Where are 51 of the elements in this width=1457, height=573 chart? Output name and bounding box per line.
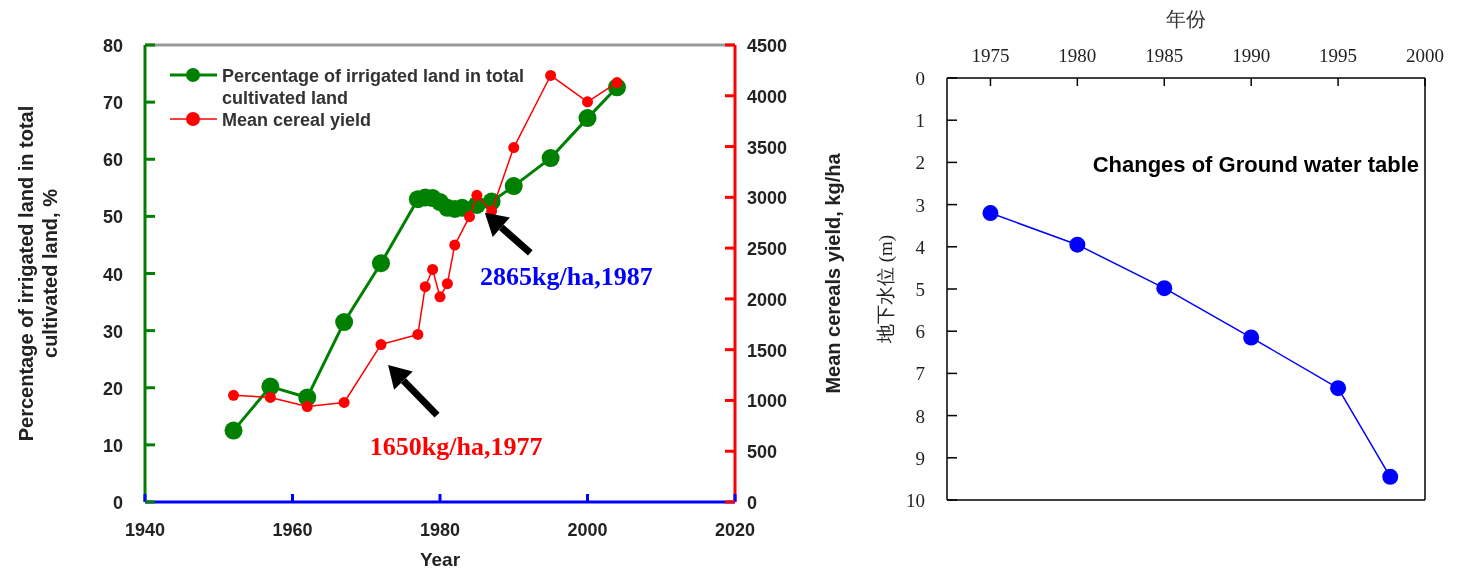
x-tick-label: 1990 <box>1232 45 1271 66</box>
y2-tick-label: 4500 <box>747 36 788 56</box>
y2-tick-label: 4000 <box>747 86 788 107</box>
y-tick-label: 10 <box>102 435 123 456</box>
y-tick-label: 7 <box>915 363 925 385</box>
x-tick-label: 1975 <box>971 45 1010 66</box>
text: Changes of Ground water table <box>1092 152 1419 178</box>
x-tick-label: 1980 <box>1058 45 1097 66</box>
x-tick-label: 2000 <box>567 520 608 540</box>
y-tick-label: 4 <box>915 236 926 258</box>
y2-tick-label: 1000 <box>747 391 788 412</box>
y2-axis-title: Mean cereals yield, kg/ha <box>822 152 844 394</box>
y-tick-label: 3 <box>915 194 925 216</box>
x-axis-title: Year <box>419 549 461 570</box>
x-tick-label: 1980 <box>419 520 461 540</box>
x-tick-label: 1985 <box>1145 45 1184 66</box>
y-tick-label: 10 <box>906 490 925 511</box>
annotation: 2865kg/ha,1987 <box>480 261 653 291</box>
x-tick-label: 2000 <box>1406 45 1444 66</box>
y2-tick-label: 2500 <box>747 239 788 260</box>
x-tick-label: 2020 <box>714 520 756 540</box>
y-tick-label: 80 <box>102 36 123 56</box>
y-tick-label: 0 <box>112 493 123 513</box>
y-tick-label: 70 <box>102 93 123 114</box>
y-axis-title: Percentage of irrigated land in total cultivated land, % <box>15 105 61 442</box>
y-tick-label: 5 <box>915 279 925 300</box>
y-tick-label: 9 <box>915 447 925 469</box>
y2-tick-label: 2000 <box>747 289 788 310</box>
y-tick-label: 2 <box>915 152 925 174</box>
x-tick-label: 1995 <box>1319 45 1358 66</box>
y2-tick-label: 1500 <box>747 340 788 361</box>
y-tick-label: 60 <box>102 150 123 171</box>
x-tick-label: 1960 <box>272 520 313 540</box>
y-tick-label: 20 <box>102 378 123 399</box>
y-tick-label: 0 <box>915 68 925 89</box>
y-tick-label: 1 <box>915 110 925 132</box>
y-axis-title: 地下水位 (m) <box>875 234 897 345</box>
y-tick-label: 8 <box>915 405 925 427</box>
annotation: 1650kg/ha,1977 <box>369 431 543 461</box>
x-axis-title: 年份 <box>1166 8 1206 30</box>
legend-label: Mean cereal yield <box>222 110 372 130</box>
y-tick-label: 30 <box>102 321 123 342</box>
legend-label: Percentage of irrigated land in total cultivated land <box>222 66 525 108</box>
x-tick-label: 1940 <box>124 520 166 540</box>
y2-tick-label: 500 <box>747 442 778 463</box>
y-tick-label: 50 <box>102 207 123 228</box>
y2-tick-label: 3500 <box>747 137 788 158</box>
y2-tick-label: 3000 <box>747 188 788 209</box>
y-tick-label: 40 <box>102 264 123 285</box>
y-tick-label: 6 <box>915 321 925 343</box>
y2-tick-label: 0 <box>747 493 758 513</box>
